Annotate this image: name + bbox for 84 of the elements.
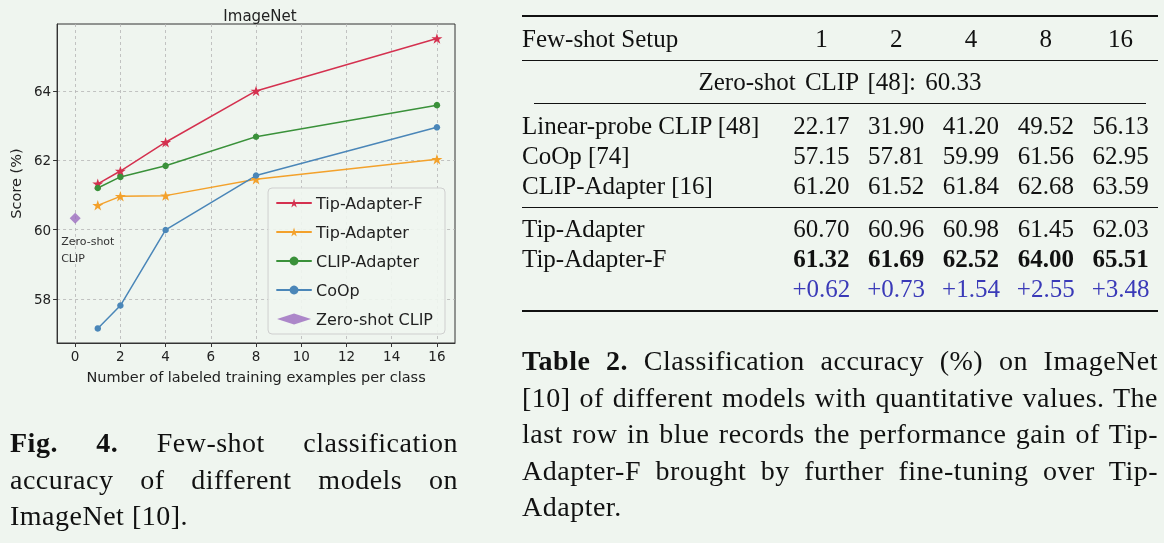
x-tick-label: 4 xyxy=(161,348,170,364)
x-tick-label: 8 xyxy=(251,348,261,364)
legend-label: Linear-probe CLIP [48] xyxy=(522,112,761,140)
legend-label: Tip-Adapter-F xyxy=(315,193,423,213)
data-label: 57.81 xyxy=(867,142,926,170)
y-tick-label: 62 xyxy=(33,152,52,169)
data-label: 22.17 xyxy=(792,112,851,140)
point xyxy=(431,33,443,44)
x-tick-label: 10 xyxy=(292,348,310,364)
data-label: 60.96 xyxy=(867,215,926,243)
data-label: 61.52 xyxy=(867,172,926,200)
legend-label: Tip-Adapter xyxy=(315,222,410,242)
y-tick-label: 60 xyxy=(33,221,52,238)
point xyxy=(162,226,169,234)
text: Zero-shot CLIP [48]: 60.33 xyxy=(698,68,982,96)
legend-label: CLIP-Adapter xyxy=(316,251,420,271)
data-label: +2.55 xyxy=(1015,275,1076,303)
x-tick-label: 2 xyxy=(116,348,125,364)
point xyxy=(252,172,260,179)
point xyxy=(94,325,102,332)
data-label: 64.00 xyxy=(1016,245,1075,273)
data-label: 31.90 xyxy=(867,112,926,140)
data-label: 61.45 xyxy=(1016,215,1075,243)
data-label: +0.73 xyxy=(866,275,927,303)
category-label: 2 xyxy=(888,24,904,53)
point xyxy=(117,302,124,309)
point xyxy=(252,133,260,140)
data-label: 56.13 xyxy=(1091,112,1150,140)
data-label: 60.70 xyxy=(792,215,851,243)
data-label: 62.03 xyxy=(1091,215,1150,243)
legend-label: CoOp [74] xyxy=(522,142,631,170)
point xyxy=(160,137,172,148)
data-label: 61.84 xyxy=(941,172,1001,200)
y-axis-title: Score (%) xyxy=(7,148,24,219)
legend-label: Tip-Adapter-F xyxy=(522,245,668,273)
data-label: 61.32 xyxy=(792,245,851,273)
data-label: +1.54 xyxy=(941,275,1001,303)
category-label: 1 xyxy=(814,24,829,53)
y-tick-label: 58 xyxy=(33,290,52,307)
data-label: +3.48 xyxy=(1090,275,1151,303)
point xyxy=(117,173,124,181)
data-label: 61.69 xyxy=(867,245,926,273)
category-label: 16 xyxy=(1107,24,1135,53)
data-label: 65.51 xyxy=(1091,245,1150,273)
annotation: Zero-shot CLIP xyxy=(61,235,118,266)
data-label: 62.52 xyxy=(941,245,1001,273)
point xyxy=(162,162,169,170)
chart-title: ImageNet xyxy=(223,6,297,25)
legend-label: Tip-Adapter xyxy=(522,215,646,243)
data-label: 61.20 xyxy=(792,172,851,200)
point xyxy=(433,101,441,109)
x-tick-label: 6 xyxy=(206,348,216,364)
category-label: 8 xyxy=(1038,24,1054,53)
category-label: 4 xyxy=(963,24,979,53)
data-label: 49.52 xyxy=(1016,112,1075,140)
point xyxy=(69,212,81,224)
data-label: 57.15 xyxy=(792,142,851,170)
text: Few-shot Setup xyxy=(522,24,680,53)
point xyxy=(431,154,443,165)
data-label: 63.59 xyxy=(1091,172,1150,200)
data-label: +0.62 xyxy=(791,275,852,303)
data-label: 60.98 xyxy=(941,215,1001,243)
data-label: 62.68 xyxy=(1016,172,1075,200)
y-tick-label: 64 xyxy=(33,82,52,99)
point xyxy=(433,124,441,131)
point xyxy=(160,190,172,201)
point xyxy=(94,184,102,192)
data-label: 59.99 xyxy=(941,142,1001,170)
x-tick-label: 0 xyxy=(70,348,80,364)
point xyxy=(250,85,262,97)
legend-label: CoOp xyxy=(316,280,360,300)
data-label: 41.20 xyxy=(941,112,1001,140)
legend-label: Zero-shot CLIP xyxy=(316,309,434,329)
point xyxy=(92,200,104,211)
point xyxy=(114,191,126,202)
legend-label: CLIP-Adapter [16] xyxy=(522,172,714,200)
x-tick-label: 12 xyxy=(337,348,356,364)
x-tick-label: 14 xyxy=(383,348,401,364)
x-axis-title: Number of labeled training examples per class xyxy=(86,368,426,385)
text: Fig. 4. Few-shot classification accuracy of different models on ImageNet [10]. xyxy=(10,427,458,532)
data-label: 61.56 xyxy=(1016,142,1075,170)
caption: Table 2. Classification accuracy (%) on ImageNet [10] of different models with quantitative values. The last row in blue records the performance gain of Tip-Adapter-F brought by further fine-tuning over Tip-Adapter. xyxy=(522,345,1158,523)
data-label: 62.95 xyxy=(1091,142,1150,170)
x-tick-label: 16 xyxy=(428,348,446,364)
